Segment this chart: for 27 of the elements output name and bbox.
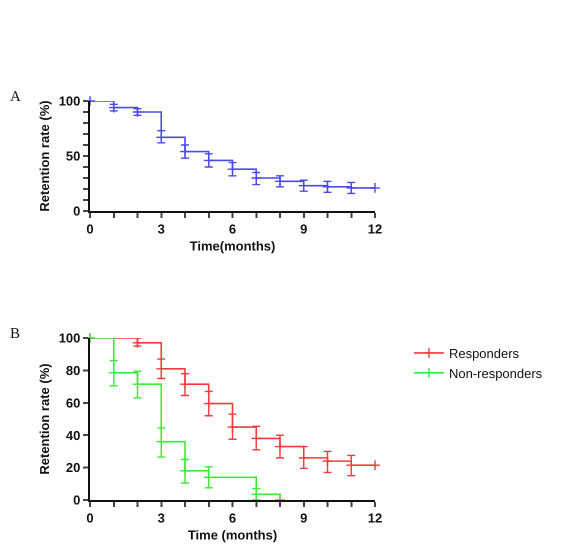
- y-tick-label: 60: [66, 395, 80, 410]
- y-tick-label: 40: [66, 428, 80, 443]
- y-tick-label: 0: [73, 204, 80, 219]
- y-tick-label: 20: [66, 460, 80, 476]
- x-tick-label: 0: [86, 222, 94, 237]
- x-tick-label: 0: [86, 510, 94, 526]
- y-tick-label: 50: [66, 148, 80, 164]
- text: B: [10, 326, 20, 342]
- y-tick-label: 0: [73, 492, 80, 508]
- x-axis-title: Time (months): [188, 528, 278, 543]
- text: A: [10, 89, 21, 105]
- x-tick-label: 3: [158, 222, 165, 237]
- y-tick-label: 80: [66, 362, 80, 378]
- x-axis-title: Time(months): [190, 238, 276, 254]
- x-tick-label: 6: [228, 510, 236, 526]
- legend-label: Non-responders: [448, 366, 543, 381]
- x-tick-label: 12: [368, 222, 382, 237]
- y-tick-label: 100: [58, 94, 80, 109]
- y-axis-title: Retention rate (%): [37, 100, 52, 212]
- y-tick-label: 100: [58, 330, 80, 346]
- x-tick-label: 12: [368, 510, 382, 526]
- x-tick-label: 9: [300, 222, 308, 237]
- y-axis-title: Retention rate (%): [37, 363, 52, 475]
- legend-label: Responders: [448, 346, 520, 362]
- x-tick-label: 6: [228, 222, 236, 237]
- x-tick-label: 3: [158, 510, 165, 526]
- x-tick-label: 9: [300, 510, 308, 526]
